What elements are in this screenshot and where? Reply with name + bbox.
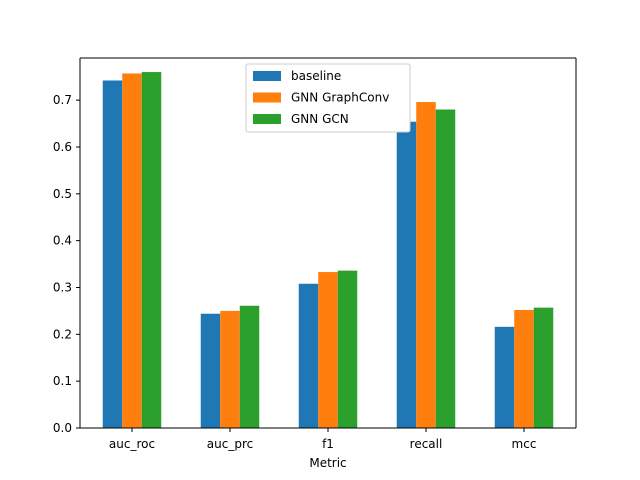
y-tick-label: 0.2 xyxy=(53,327,72,341)
x-tick-label: recall xyxy=(410,437,443,451)
legend-swatch xyxy=(253,114,281,124)
y-tick-label: 0.7 xyxy=(53,93,72,107)
y-tick-label: 0.5 xyxy=(53,187,72,201)
y-tick-label: 0.6 xyxy=(53,140,72,154)
bars-group xyxy=(102,72,554,429)
bar-mcc-series-3 xyxy=(533,307,554,428)
bar-auc-prc-series-3 xyxy=(239,305,260,428)
x-ticks-group: auc_roc auc_prc f1 recall mcc xyxy=(109,428,537,451)
legend-swatch xyxy=(253,92,281,103)
bar-recall-series-1 xyxy=(396,121,417,428)
bar-auc-prc-series-2 xyxy=(220,310,240,428)
bar-recall-series-2 xyxy=(416,102,436,428)
x-tick-label: mcc xyxy=(512,437,537,451)
legend: baseline GNN GraphConv GNN GCN xyxy=(245,63,411,133)
bar-mcc-series-2 xyxy=(514,309,534,428)
bar-f1-series-1 xyxy=(298,283,319,428)
x-tick-label: f1 xyxy=(322,437,334,451)
x-axis-label: Metric xyxy=(309,456,346,470)
x-tick-label: auc_roc xyxy=(109,437,155,451)
x-tick-label: auc_prc xyxy=(207,437,253,451)
legend-label: GNN GraphConv xyxy=(291,91,389,105)
bar-recall-series-3 xyxy=(435,109,456,429)
y-ticks-group: 0.0 0.1 0.2 0.3 0.4 0.5 0.6 0.7 xyxy=(53,93,80,435)
legend-swatch xyxy=(253,71,281,81)
y-tick-label: 0.4 xyxy=(53,234,72,248)
y-tick-label: 0.3 xyxy=(53,280,72,294)
bar-f1-series-3 xyxy=(337,270,358,428)
bar-mcc-series-1 xyxy=(494,326,515,428)
y-tick-label: 0.0 xyxy=(53,421,72,435)
bar-auc-prc-series-1 xyxy=(200,313,221,428)
legend-label: baseline xyxy=(291,69,341,83)
bar-auc-roc-series-3 xyxy=(141,72,162,429)
legend-label: GNN GCN xyxy=(291,112,349,126)
legend-frame xyxy=(245,63,411,133)
bar-auc-roc-series-1 xyxy=(102,80,123,428)
bar-auc-roc-series-2 xyxy=(122,73,142,429)
bar-f1-series-2 xyxy=(318,272,338,428)
y-tick-label: 0.1 xyxy=(53,374,72,388)
